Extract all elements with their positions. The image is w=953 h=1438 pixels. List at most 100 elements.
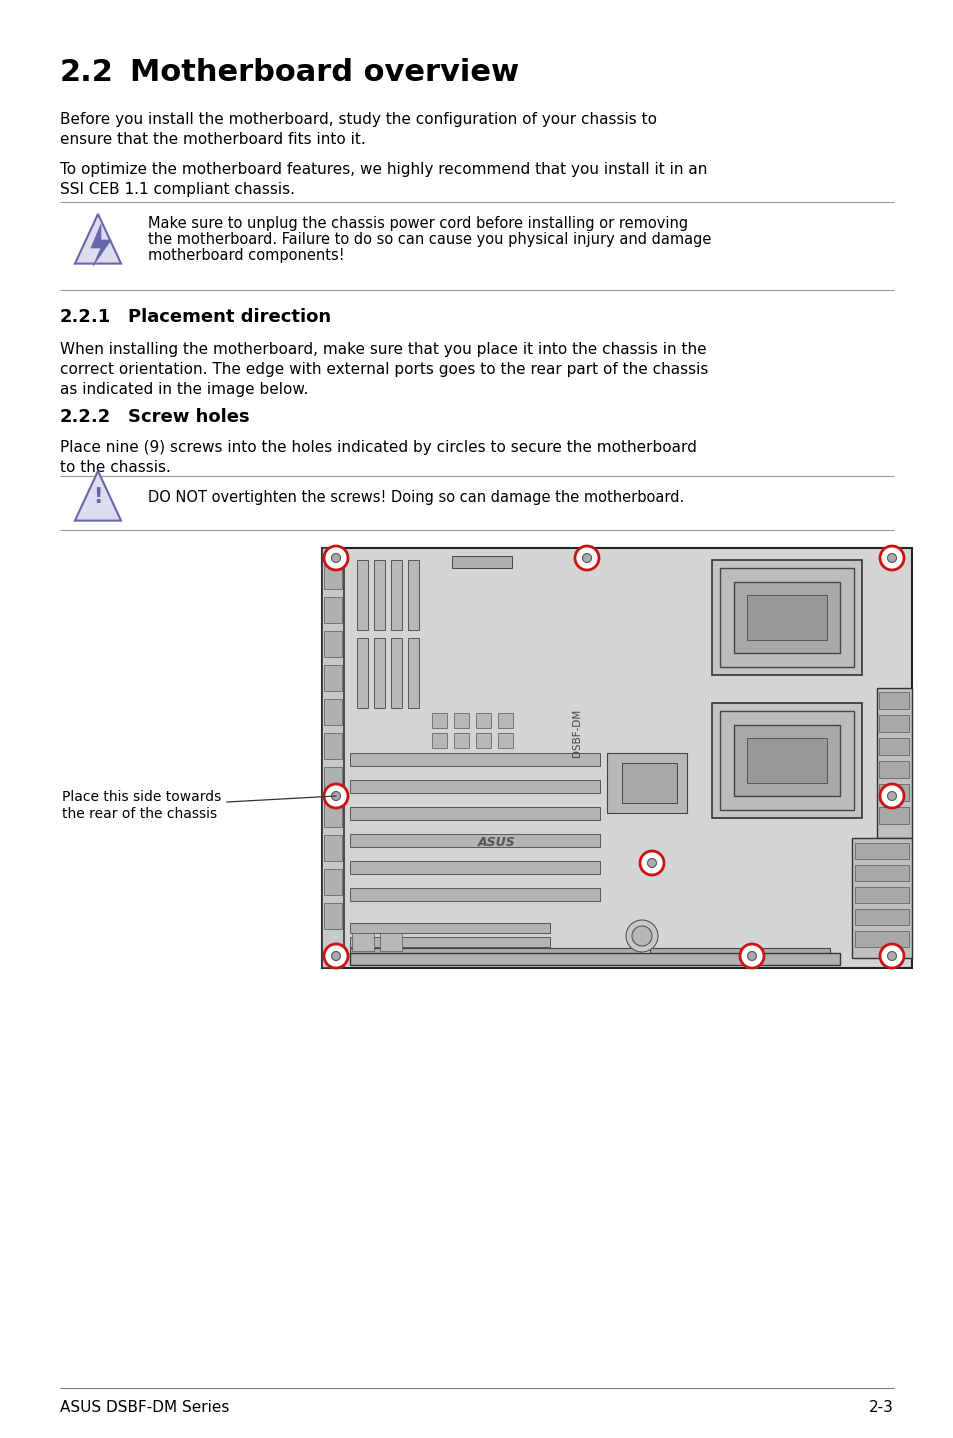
Bar bbox=[878, 738, 908, 755]
Bar bbox=[379, 933, 401, 951]
Bar bbox=[711, 559, 862, 674]
Circle shape bbox=[582, 554, 591, 562]
Text: ASUS: ASUS bbox=[477, 837, 516, 850]
Bar bbox=[350, 951, 550, 961]
Bar bbox=[878, 715, 908, 732]
Bar bbox=[324, 699, 341, 725]
Bar bbox=[476, 733, 491, 748]
Bar bbox=[391, 638, 401, 707]
Text: 2.2.1: 2.2.1 bbox=[60, 308, 112, 326]
Text: 2.2: 2.2 bbox=[60, 58, 113, 88]
Bar bbox=[606, 754, 686, 812]
Bar bbox=[350, 861, 599, 874]
Text: DO NOT overtighten the screws! Doing so can damage the motherboard.: DO NOT overtighten the screws! Doing so … bbox=[148, 490, 683, 505]
Text: 2.2.2: 2.2.2 bbox=[60, 408, 112, 426]
Circle shape bbox=[879, 546, 903, 569]
Text: Screw holes: Screw holes bbox=[128, 408, 250, 426]
Bar bbox=[324, 903, 341, 929]
Bar bbox=[324, 631, 341, 657]
Bar bbox=[324, 801, 341, 827]
Text: Before you install the motherboard, study the configuration of your chassis to: Before you install the motherboard, stud… bbox=[60, 112, 657, 127]
Text: 2-3: 2-3 bbox=[868, 1401, 893, 1415]
Bar bbox=[878, 761, 908, 778]
Circle shape bbox=[886, 554, 896, 562]
Bar bbox=[733, 725, 840, 797]
Text: the rear of the chassis: the rear of the chassis bbox=[62, 807, 217, 821]
Bar bbox=[746, 595, 826, 640]
Bar bbox=[324, 597, 341, 623]
Bar bbox=[324, 835, 341, 861]
Bar bbox=[324, 766, 341, 792]
Bar bbox=[854, 930, 908, 948]
Bar bbox=[454, 733, 469, 748]
Bar bbox=[733, 582, 840, 653]
Circle shape bbox=[331, 952, 340, 961]
Circle shape bbox=[331, 554, 340, 562]
Bar bbox=[649, 948, 829, 962]
Circle shape bbox=[740, 943, 763, 968]
Circle shape bbox=[331, 791, 340, 801]
Text: To optimize the motherboard features, we highly recommend that you install it in: To optimize the motherboard features, we… bbox=[60, 162, 706, 177]
Bar bbox=[876, 687, 911, 838]
Text: DSBF-DM: DSBF-DM bbox=[572, 709, 581, 758]
Bar bbox=[356, 559, 368, 630]
Text: ensure that the motherboard fits into it.: ensure that the motherboard fits into it… bbox=[60, 132, 365, 147]
Bar bbox=[322, 548, 344, 968]
Bar bbox=[854, 909, 908, 925]
Bar bbox=[324, 664, 341, 692]
Bar bbox=[878, 784, 908, 801]
Bar bbox=[711, 703, 862, 818]
Circle shape bbox=[879, 784, 903, 808]
Bar bbox=[350, 889, 599, 902]
Text: Placement direction: Placement direction bbox=[128, 308, 331, 326]
Bar bbox=[324, 733, 341, 759]
Circle shape bbox=[639, 851, 663, 874]
Bar bbox=[350, 923, 550, 933]
Circle shape bbox=[886, 791, 896, 801]
Polygon shape bbox=[75, 214, 121, 263]
Text: motherboard components!: motherboard components! bbox=[148, 247, 344, 263]
Bar bbox=[720, 568, 853, 667]
Polygon shape bbox=[91, 224, 111, 266]
Bar bbox=[746, 738, 826, 784]
Circle shape bbox=[631, 926, 651, 946]
Text: Motherboard overview: Motherboard overview bbox=[130, 58, 518, 88]
Circle shape bbox=[324, 784, 348, 808]
Text: Place this side towards: Place this side towards bbox=[62, 789, 221, 804]
Bar bbox=[350, 948, 639, 962]
Bar bbox=[322, 548, 911, 968]
Bar bbox=[374, 559, 385, 630]
Bar bbox=[350, 953, 840, 965]
Circle shape bbox=[324, 943, 348, 968]
Circle shape bbox=[324, 546, 348, 569]
Circle shape bbox=[575, 546, 598, 569]
Text: When installing the motherboard, make sure that you place it into the chassis in: When installing the motherboard, make su… bbox=[60, 342, 706, 357]
Text: SSI CEB 1.1 compliant chassis.: SSI CEB 1.1 compliant chassis. bbox=[60, 183, 294, 197]
Bar bbox=[854, 866, 908, 881]
Bar bbox=[350, 938, 550, 948]
Text: !: ! bbox=[93, 487, 103, 508]
Bar bbox=[350, 779, 599, 792]
Bar bbox=[454, 713, 469, 728]
Bar bbox=[408, 559, 418, 630]
Circle shape bbox=[879, 943, 903, 968]
Bar bbox=[878, 692, 908, 709]
Text: to the chassis.: to the chassis. bbox=[60, 460, 171, 475]
Text: correct orientation. The edge with external ports goes to the rear part of the c: correct orientation. The edge with exter… bbox=[60, 362, 708, 377]
Circle shape bbox=[886, 952, 896, 961]
Bar bbox=[621, 764, 677, 802]
Text: Make sure to unplug the chassis power cord before installing or removing: Make sure to unplug the chassis power co… bbox=[148, 216, 687, 232]
Circle shape bbox=[625, 920, 658, 952]
Bar bbox=[324, 564, 341, 590]
Polygon shape bbox=[75, 472, 121, 521]
Bar bbox=[854, 887, 908, 903]
Bar bbox=[350, 754, 599, 766]
Bar bbox=[432, 733, 447, 748]
Text: the motherboard. Failure to do so can cause you physical injury and damage: the motherboard. Failure to do so can ca… bbox=[148, 232, 711, 247]
Bar bbox=[324, 869, 341, 894]
Bar bbox=[352, 933, 374, 951]
Bar bbox=[432, 713, 447, 728]
Bar bbox=[356, 638, 368, 707]
Bar bbox=[350, 807, 599, 820]
Bar bbox=[350, 834, 599, 847]
